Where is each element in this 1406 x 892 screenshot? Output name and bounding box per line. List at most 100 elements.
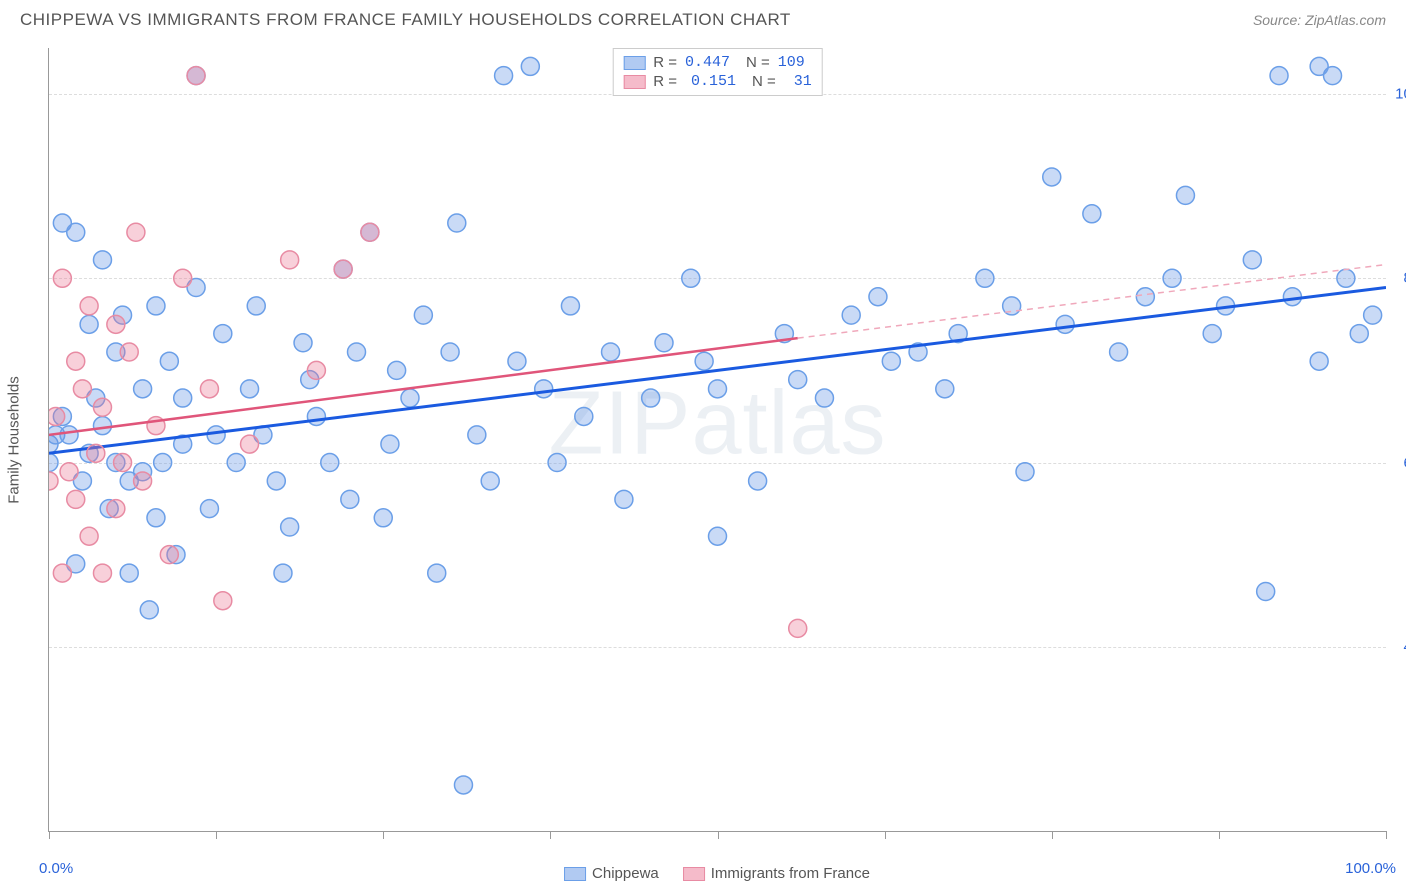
- legend-series: Chippewa Immigrants from France: [564, 865, 870, 882]
- data-point-france: [80, 527, 98, 545]
- x-tick-label: 0.0%: [39, 860, 73, 877]
- data-point-chippewa: [93, 251, 111, 269]
- data-point-chippewa: [160, 352, 178, 370]
- legend-stats-row-1: R = 0.447 N = 109: [623, 53, 812, 72]
- legend-label: Chippewa: [592, 865, 659, 882]
- n-label: N =: [752, 73, 776, 90]
- data-point-chippewa: [1203, 325, 1221, 343]
- r-label: R =: [653, 73, 677, 90]
- data-point-chippewa: [140, 601, 158, 619]
- data-point-chippewa: [1364, 306, 1382, 324]
- plot-area: ZIPatlas R = 0.447 N = 109 R = 0.151 N =…: [48, 48, 1386, 832]
- data-point-chippewa: [709, 380, 727, 398]
- data-point-france: [60, 463, 78, 481]
- data-point-france: [789, 619, 807, 637]
- data-point-chippewa: [307, 407, 325, 425]
- data-point-chippewa: [749, 472, 767, 490]
- data-point-chippewa: [936, 380, 954, 398]
- swatch-chippewa: [623, 56, 645, 70]
- data-point-chippewa: [1243, 251, 1261, 269]
- data-point-chippewa: [976, 269, 994, 287]
- data-point-chippewa: [441, 343, 459, 361]
- data-point-chippewa: [615, 490, 633, 508]
- x-tick: [216, 831, 217, 839]
- chart-container: ZIPatlas R = 0.447 N = 109 R = 0.151 N =…: [48, 48, 1386, 832]
- data-point-chippewa: [535, 380, 553, 398]
- x-tick: [1219, 831, 1220, 839]
- data-point-chippewa: [214, 325, 232, 343]
- data-point-france: [134, 472, 152, 490]
- x-tick: [1052, 831, 1053, 839]
- x-tick: [1386, 831, 1387, 839]
- legend-stats-row-2: R = 0.151 N = 31: [623, 72, 812, 91]
- data-point-france: [120, 343, 138, 361]
- data-point-france: [53, 564, 71, 582]
- data-point-france: [93, 564, 111, 582]
- data-point-chippewa: [174, 389, 192, 407]
- data-point-chippewa: [60, 426, 78, 444]
- data-point-france: [49, 472, 58, 490]
- x-tick: [49, 831, 50, 839]
- x-tick: [885, 831, 886, 839]
- data-point-chippewa: [1056, 315, 1074, 333]
- data-point-chippewa: [521, 57, 539, 75]
- data-point-chippewa: [709, 527, 727, 545]
- chart-title: CHIPPEWA VS IMMIGRANTS FROM FRANCE FAMIL…: [20, 10, 791, 30]
- data-point-france: [200, 380, 218, 398]
- data-point-france: [241, 435, 259, 453]
- data-point-chippewa: [882, 352, 900, 370]
- data-point-chippewa: [49, 454, 58, 472]
- data-point-france: [214, 592, 232, 610]
- data-point-france: [87, 444, 105, 462]
- data-point-france: [160, 546, 178, 564]
- data-point-chippewa: [200, 500, 218, 518]
- data-point-chippewa: [1110, 343, 1128, 361]
- data-point-chippewa: [267, 472, 285, 490]
- data-point-chippewa: [682, 269, 700, 287]
- data-point-chippewa: [120, 564, 138, 582]
- data-point-france: [53, 269, 71, 287]
- data-point-chippewa: [602, 343, 620, 361]
- data-point-chippewa: [1310, 352, 1328, 370]
- source-label: Source: ZipAtlas.com: [1253, 12, 1386, 28]
- data-point-chippewa: [815, 389, 833, 407]
- data-point-chippewa: [93, 417, 111, 435]
- data-point-france: [361, 223, 379, 241]
- data-point-chippewa: [1176, 186, 1194, 204]
- data-point-chippewa: [508, 352, 526, 370]
- data-point-france: [107, 315, 125, 333]
- data-point-chippewa: [1350, 325, 1368, 343]
- x-tick: [550, 831, 551, 839]
- data-point-chippewa: [401, 389, 419, 407]
- data-point-chippewa: [274, 564, 292, 582]
- data-point-france: [73, 380, 91, 398]
- r-value-2: 0.151: [691, 73, 736, 90]
- data-point-france: [281, 251, 299, 269]
- r-label: R =: [653, 54, 677, 71]
- data-point-chippewa: [789, 371, 807, 389]
- data-point-france: [334, 260, 352, 278]
- data-point-france: [107, 500, 125, 518]
- scatter-svg: [49, 48, 1386, 831]
- y-tick-label: 100.0%: [1395, 86, 1406, 103]
- r-value-1: 0.447: [685, 54, 730, 71]
- data-point-chippewa: [1310, 57, 1328, 75]
- data-point-chippewa: [1016, 463, 1034, 481]
- legend-item: Immigrants from France: [683, 865, 870, 882]
- data-point-chippewa: [381, 435, 399, 453]
- data-point-france: [127, 223, 145, 241]
- data-point-chippewa: [147, 509, 165, 527]
- data-point-chippewa: [642, 389, 660, 407]
- legend-swatch: [564, 867, 586, 881]
- legend-label: Immigrants from France: [711, 865, 870, 882]
- data-point-chippewa: [1270, 67, 1288, 85]
- data-point-chippewa: [134, 380, 152, 398]
- data-point-chippewa: [80, 315, 98, 333]
- data-point-chippewa: [207, 426, 225, 444]
- data-point-chippewa: [1337, 269, 1355, 287]
- data-point-chippewa: [294, 334, 312, 352]
- data-point-chippewa: [414, 306, 432, 324]
- data-point-chippewa: [147, 297, 165, 315]
- data-point-chippewa: [1136, 288, 1154, 306]
- data-point-chippewa: [454, 776, 472, 794]
